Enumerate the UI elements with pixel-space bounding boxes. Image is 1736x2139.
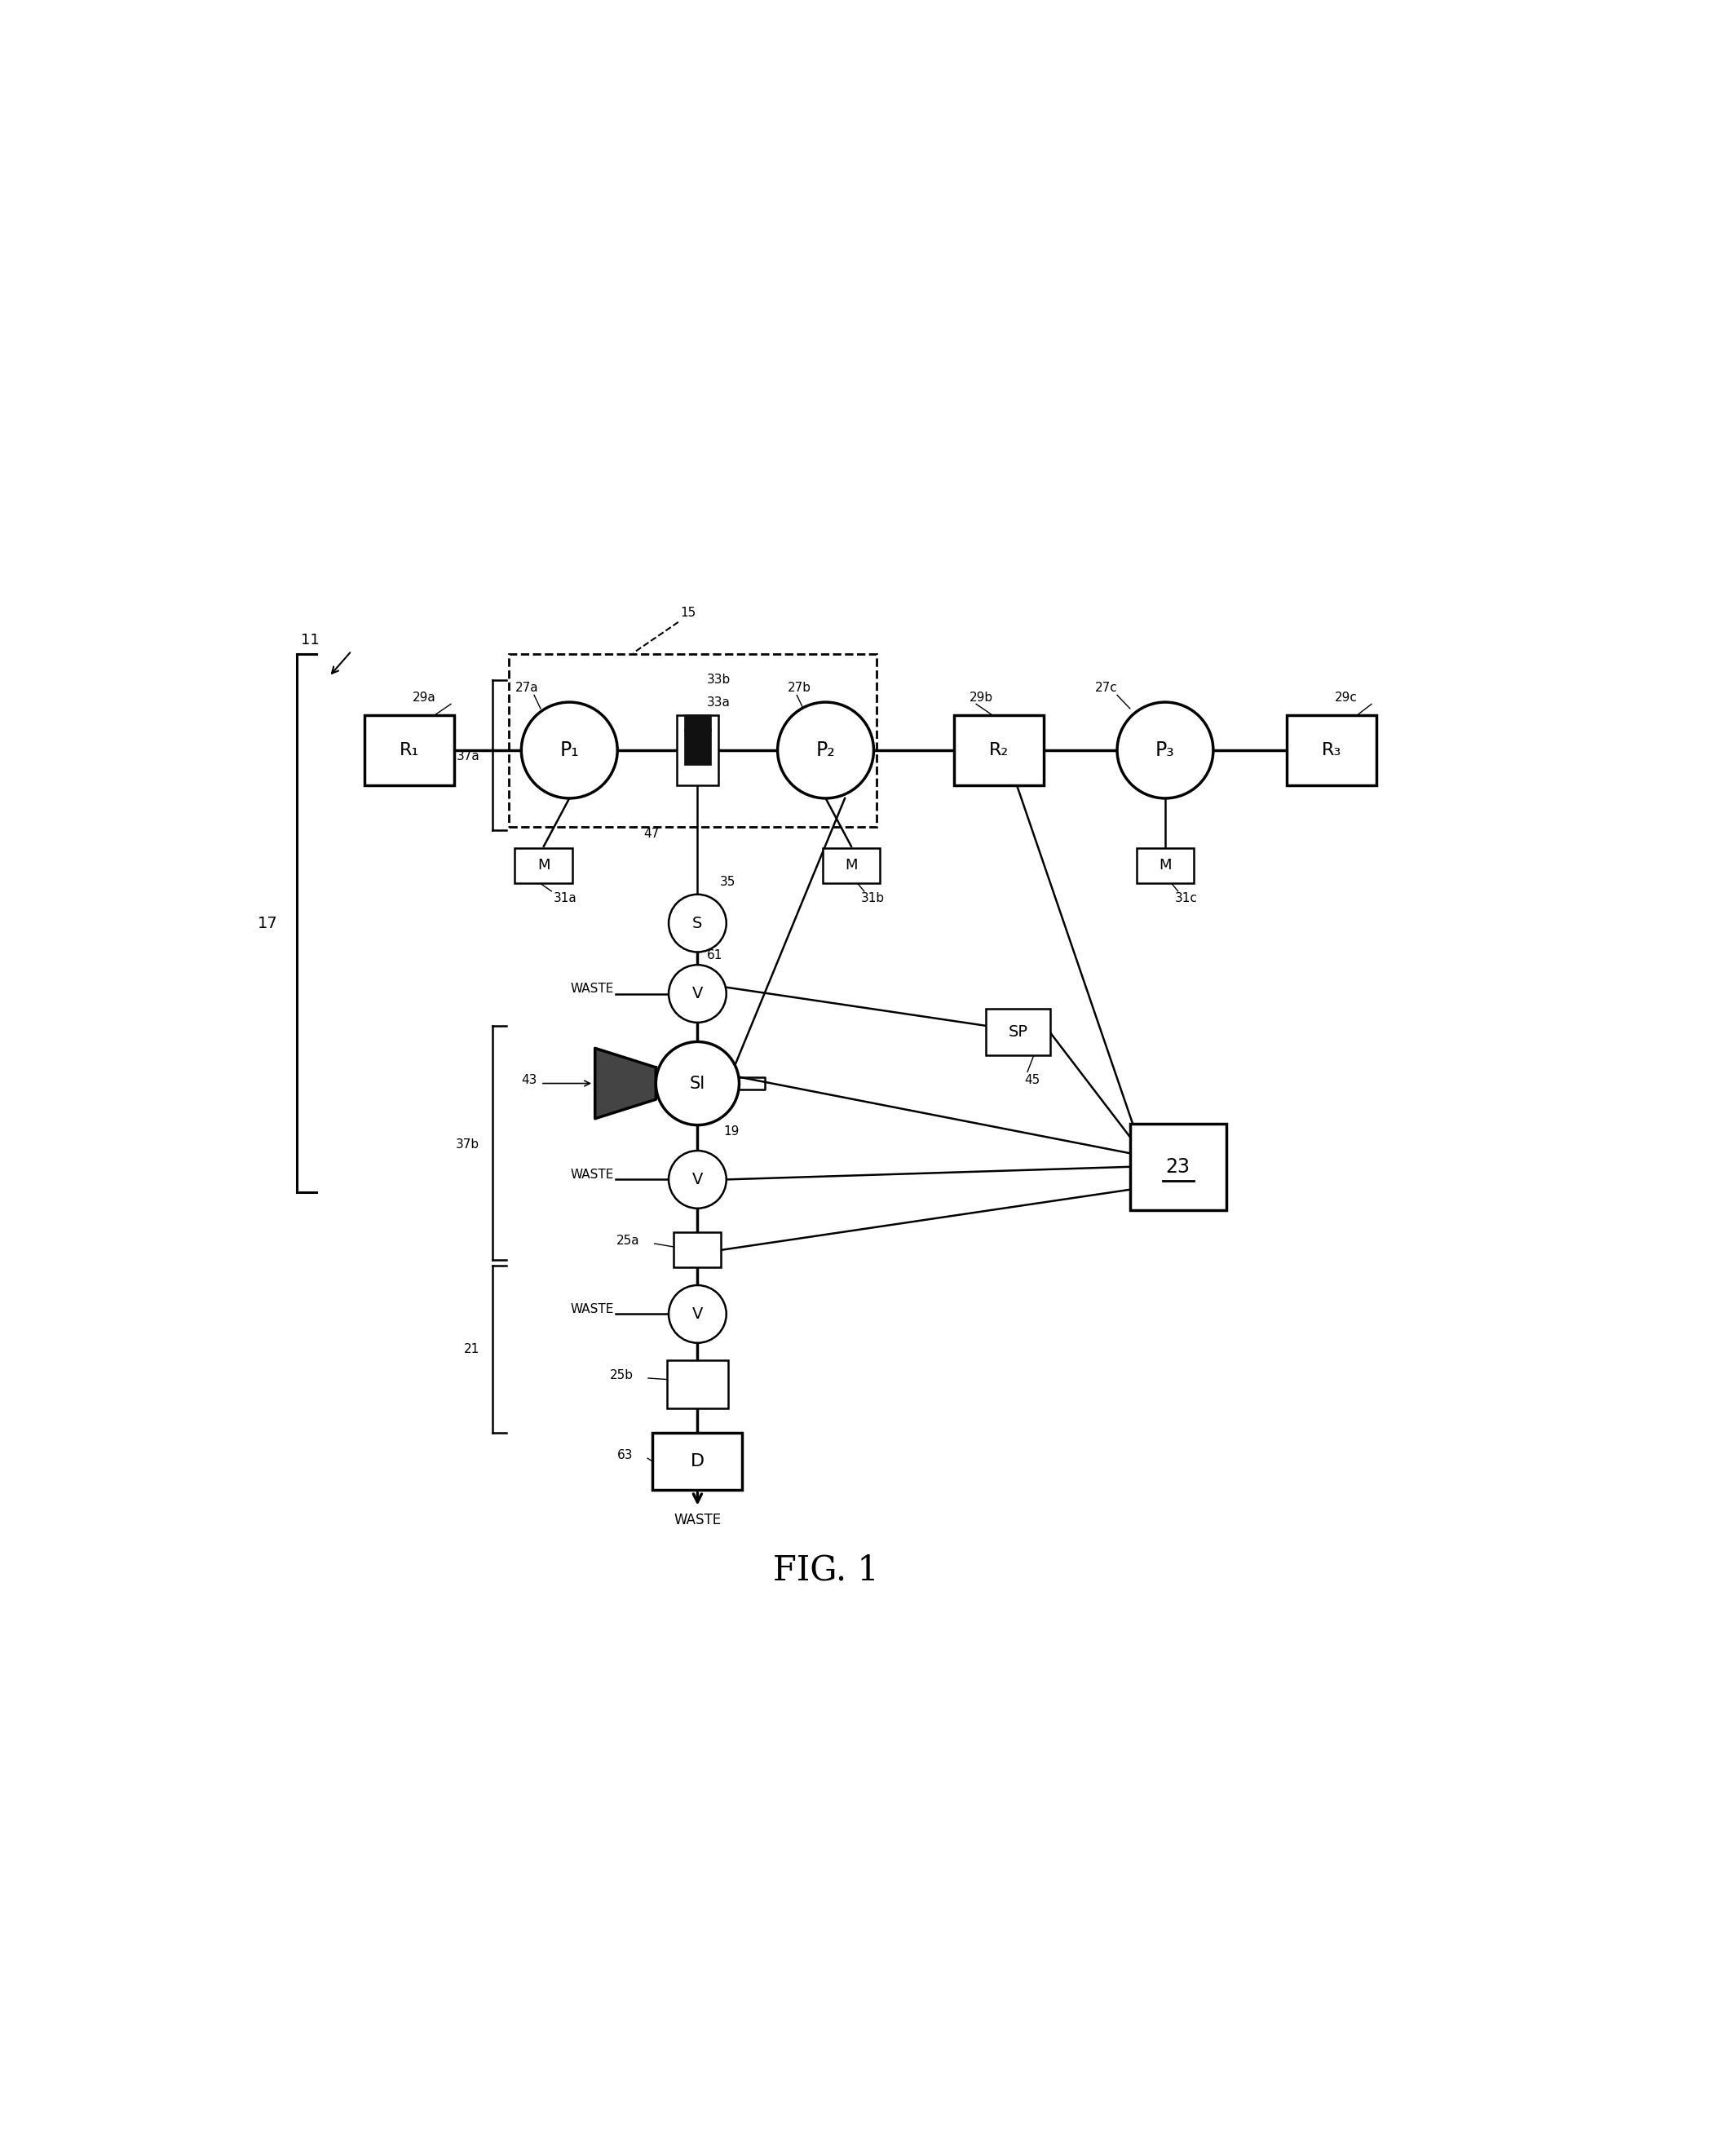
Circle shape [668, 1151, 726, 1209]
Text: 45: 45 [1024, 1074, 1040, 1087]
Text: FIG. 1: FIG. 1 [773, 1553, 878, 1587]
Text: D: D [691, 1452, 705, 1469]
FancyBboxPatch shape [677, 714, 719, 785]
FancyBboxPatch shape [684, 729, 712, 764]
Text: P₃: P₃ [1156, 740, 1175, 759]
Text: S: S [693, 915, 703, 930]
Text: 19: 19 [724, 1125, 740, 1138]
FancyBboxPatch shape [823, 847, 880, 883]
FancyBboxPatch shape [1137, 847, 1194, 883]
Text: 29c: 29c [1335, 691, 1358, 704]
FancyBboxPatch shape [653, 1433, 743, 1491]
Text: 27b: 27b [786, 682, 811, 693]
Text: WASTE: WASTE [571, 1168, 615, 1181]
Text: WASTE: WASTE [571, 982, 615, 995]
Text: 25a: 25a [616, 1234, 641, 1247]
FancyBboxPatch shape [1286, 714, 1377, 785]
Text: V: V [693, 1172, 703, 1187]
Circle shape [778, 702, 873, 798]
Text: R₃: R₃ [1321, 742, 1342, 759]
FancyBboxPatch shape [674, 1232, 720, 1268]
Text: 37b: 37b [457, 1138, 479, 1151]
Text: P₂: P₂ [816, 740, 835, 759]
Text: V: V [693, 1307, 703, 1322]
Text: 47: 47 [644, 828, 660, 841]
Circle shape [521, 702, 618, 798]
Text: M: M [538, 858, 550, 873]
Text: R₂: R₂ [990, 742, 1009, 759]
Polygon shape [595, 1048, 656, 1119]
Text: P₁: P₁ [559, 740, 580, 759]
Text: 29a: 29a [413, 691, 436, 704]
Text: 31b: 31b [861, 892, 885, 905]
Text: 29b: 29b [970, 691, 993, 704]
Text: SI: SI [689, 1076, 705, 1091]
Circle shape [668, 1286, 726, 1343]
FancyBboxPatch shape [986, 1010, 1050, 1055]
Text: 63: 63 [618, 1448, 634, 1461]
FancyBboxPatch shape [684, 714, 712, 732]
Circle shape [668, 965, 726, 1022]
Text: 31c: 31c [1175, 892, 1198, 905]
FancyBboxPatch shape [953, 714, 1043, 785]
Circle shape [1118, 702, 1213, 798]
FancyBboxPatch shape [667, 1360, 727, 1410]
Text: 43: 43 [521, 1074, 538, 1087]
Text: 33a: 33a [707, 697, 731, 708]
Circle shape [668, 894, 726, 952]
Text: 35: 35 [720, 875, 736, 888]
Text: WASTE: WASTE [674, 1512, 720, 1527]
Text: 33b: 33b [707, 674, 731, 687]
Text: 23: 23 [1167, 1157, 1191, 1176]
Circle shape [656, 1042, 740, 1125]
Text: M: M [1160, 858, 1172, 873]
Text: M: M [845, 858, 858, 873]
Text: SP: SP [1009, 1025, 1028, 1040]
Text: 37a: 37a [457, 751, 479, 764]
Text: R₁: R₁ [399, 742, 418, 759]
FancyBboxPatch shape [1130, 1123, 1226, 1211]
Text: 31a: 31a [554, 892, 576, 905]
Text: 15: 15 [681, 607, 696, 618]
Text: WASTE: WASTE [571, 1303, 615, 1315]
Text: 61: 61 [707, 950, 722, 960]
Text: 21: 21 [464, 1343, 479, 1356]
Text: 27c: 27c [1095, 682, 1118, 693]
Text: 27a: 27a [516, 682, 538, 693]
Text: V: V [693, 986, 703, 1001]
FancyBboxPatch shape [365, 714, 455, 785]
Text: 11: 11 [300, 633, 319, 648]
Text: 25b: 25b [609, 1369, 634, 1382]
Text: 17: 17 [257, 915, 278, 930]
FancyBboxPatch shape [516, 847, 573, 883]
